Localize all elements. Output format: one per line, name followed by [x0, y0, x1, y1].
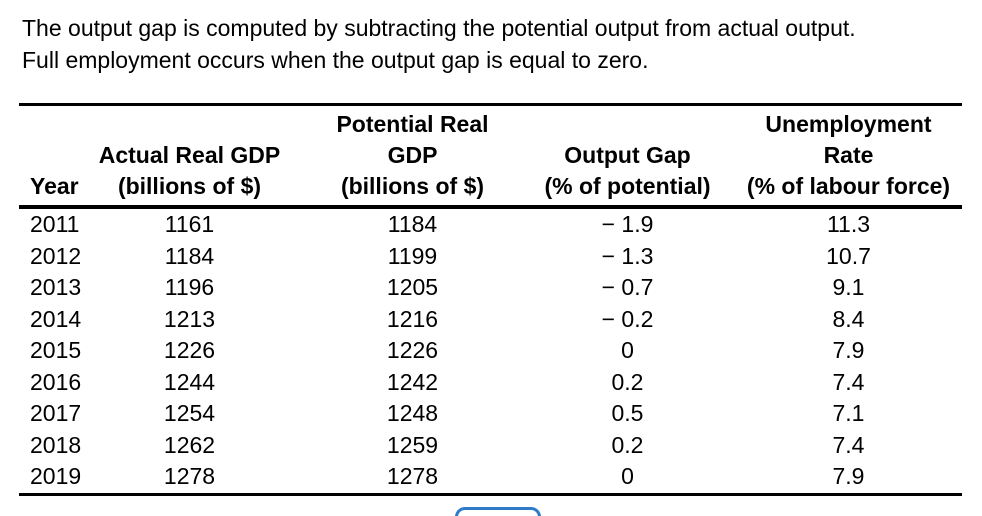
table-row: 2013 1196 1205 − 0.7 9.1 [19, 272, 962, 304]
cell-potential-real-gdp: 1226 [386, 337, 439, 363]
cell-year: 2015 [30, 337, 82, 363]
cell-potential-real-gdp: 1242 [386, 368, 439, 395]
column-header-output-gap: Output Gap (% of potential) [540, 104, 715, 209]
cell-output-gap: − 1.9 [601, 211, 654, 237]
cell-actual-real-gdp: 1244 [163, 368, 216, 395]
intro-text: The output gap is computed by subtractin… [22, 12, 982, 76]
cell-potential-real-gdp: 1248 [386, 400, 439, 426]
column-header-label: (% of potential) [544, 173, 711, 199]
cell-actual-real-gdp: 1278 [163, 463, 216, 489]
table-row: 2015 1226 1226 0 7.9 [19, 335, 962, 367]
column-header-actual-real-gdp: Actual Real GDP (billions of $) [94, 104, 285, 209]
cell-potential-real-gdp: 1259 [386, 431, 439, 458]
cell-actual-real-gdp: 1184 [164, 242, 215, 269]
table-row: 2011 1161 1184 − 1.9 11.3 [19, 207, 962, 241]
cell-year: 2012 [30, 242, 82, 269]
table-row: 2014 1213 1216 − 0.2 8.4 [19, 304, 962, 336]
column-header-label: (billions of $) [340, 173, 485, 199]
column-header-label: (% of labour force) [746, 173, 951, 199]
cell-actual-real-gdp: 1262 [163, 431, 216, 458]
data-table: Year Actual Real GDP (billions of $) Pot… [19, 103, 962, 496]
cell-year: 2014 [30, 305, 82, 332]
cell-output-gap: − 1.3 [601, 242, 654, 269]
cell-year: 2019 [30, 463, 82, 489]
cell-actual-real-gdp: 1213 [163, 305, 216, 332]
header-row: Year Actual Real GDP (billions of $) Pot… [19, 104, 962, 209]
intro-text-line-2: Full employment occurs when the output g… [22, 47, 649, 73]
partial-button[interactable] [455, 507, 541, 516]
cell-unemployment-rate: 7.1 [832, 400, 865, 426]
cell-year: 2018 [30, 431, 82, 458]
table-row: 2017 1254 1248 0.5 7.1 [19, 398, 962, 430]
cell-output-gap: − 0.7 [601, 274, 654, 300]
cell-potential-real-gdp: 1199 [387, 242, 438, 269]
cell-potential-real-gdp: 1278 [386, 463, 439, 489]
cell-output-gap: 0.5 [611, 400, 644, 426]
cell-unemployment-rate: 7.4 [832, 431, 865, 458]
cell-potential-real-gdp: 1205 [386, 274, 439, 300]
cell-year: 2011 [30, 211, 80, 237]
cell-actual-real-gdp: 1161 [164, 211, 215, 237]
column-header-label: GDP [387, 142, 438, 168]
cell-output-gap: 0 [621, 337, 634, 363]
cell-actual-real-gdp: 1196 [164, 274, 215, 300]
cell-output-gap: 0.2 [611, 368, 644, 395]
cell-unemployment-rate: 10.7 [826, 242, 871, 269]
column-header-label: (billions of $) [117, 173, 262, 199]
column-header-label: Potential Real [336, 111, 489, 137]
table-row: 2019 1278 1278 0 7.9 [19, 461, 962, 494]
cell-unemployment-rate: 9.1 [832, 274, 865, 300]
table-row: 2012 1184 1199 − 1.3 10.7 [19, 241, 962, 273]
cell-unemployment-rate: 7.9 [832, 463, 865, 489]
column-header-label: Output Gap [564, 142, 691, 168]
cell-output-gap: 0 [621, 463, 634, 489]
column-header-unemployment-rate: Unemployment Rate (% of labour force) [715, 104, 962, 209]
cell-unemployment-rate: 7.9 [832, 337, 865, 363]
table-row: 2016 1244 1242 0.2 7.4 [19, 367, 962, 399]
column-header-label: Actual Real GDP [98, 142, 281, 168]
cell-actual-real-gdp: 1226 [163, 337, 216, 363]
cell-potential-real-gdp: 1184 [387, 211, 438, 237]
cell-unemployment-rate: 7.4 [832, 368, 865, 395]
column-header-label: Rate [823, 142, 874, 168]
cell-unemployment-rate: 8.4 [832, 305, 865, 332]
column-header-label: Year [30, 173, 79, 199]
cell-year: 2013 [30, 274, 82, 300]
cell-output-gap: 0.2 [611, 431, 644, 458]
cell-year: 2016 [30, 368, 82, 395]
intro-text-line-1: The output gap is computed by subtractin… [22, 15, 856, 41]
cell-output-gap: − 0.2 [601, 305, 654, 332]
column-header-year: Year [19, 104, 94, 209]
cell-potential-real-gdp: 1216 [386, 305, 439, 332]
cell-unemployment-rate: 11.3 [826, 211, 871, 237]
cell-actual-real-gdp: 1254 [163, 400, 216, 426]
column-header-potential-real-gdp: Potential Real GDP (billions of $) [285, 104, 540, 209]
table-row: 2018 1262 1259 0.2 7.4 [19, 430, 962, 462]
cell-year: 2017 [30, 400, 82, 426]
column-header-label: Unemployment [765, 111, 932, 137]
